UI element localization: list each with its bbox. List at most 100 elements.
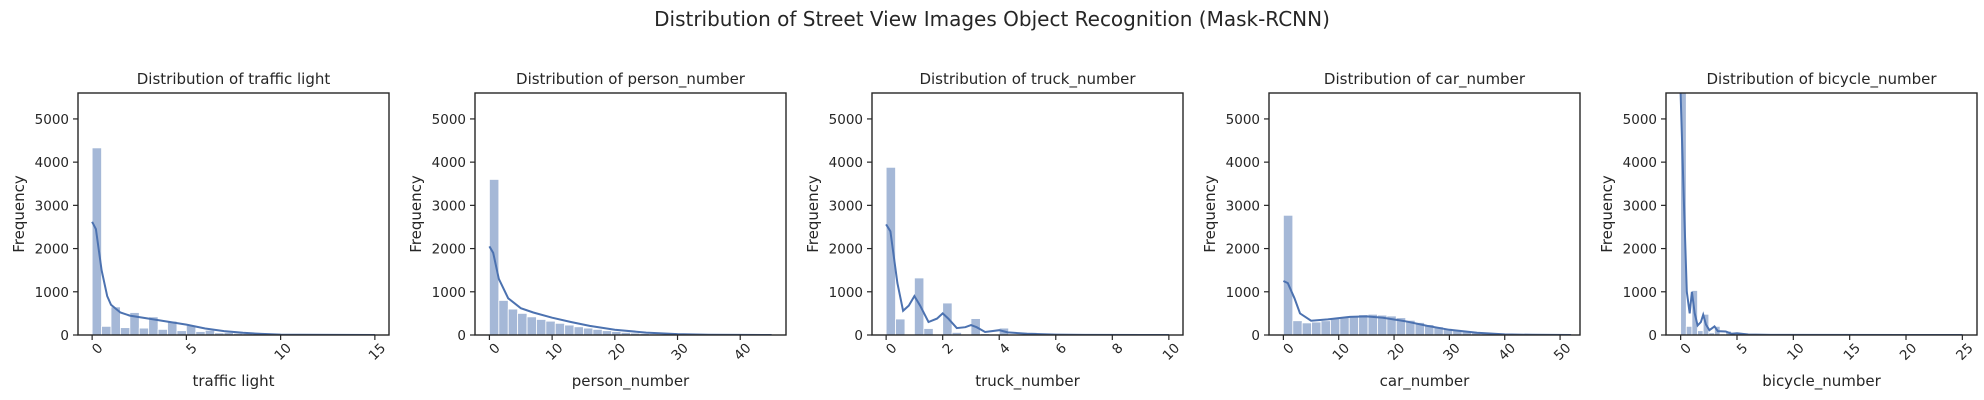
plot-area — [885, 166, 1169, 335]
axes-frame — [77, 92, 390, 336]
kde-line — [885, 223, 1169, 335]
x-tick-label: 30 — [668, 340, 691, 363]
histogram-bar — [895, 318, 906, 335]
x-tick-label: 10 — [1784, 340, 1807, 363]
y-tick-label: 3000 — [432, 198, 466, 214]
histogram-bar — [1282, 214, 1294, 335]
x-tick-label: 25 — [1953, 340, 1976, 363]
axes-frame — [474, 92, 787, 336]
y-tick-label: 2000 — [35, 242, 69, 258]
y-tick-label: 0 — [1251, 328, 1260, 344]
y-axis-label: Frequency — [1201, 175, 1219, 253]
histogram-bar — [914, 277, 925, 335]
y-tick-label: 0 — [457, 328, 466, 344]
axes-frame — [1665, 92, 1978, 336]
x-tick-label: 8 — [1109, 340, 1126, 357]
histogram-bar — [545, 320, 556, 335]
y-tick-label: 3000 — [829, 198, 863, 214]
y-tick-label: 4000 — [1226, 155, 1260, 171]
x-tick-label: 2 — [940, 340, 957, 357]
axes-frame — [871, 92, 1184, 336]
y-tick-label: 4000 — [35, 155, 69, 171]
chart-panel-4: 0 1000 2000 3000 4000 5000 0 10 20 30 40 50 Distribu… — [1201, 70, 1581, 391]
panel-title: Distribution of truck_number — [919, 70, 1136, 89]
x-tick-label: 10 — [271, 340, 294, 363]
x-axis-label: car_number — [1380, 372, 1470, 391]
y-tick-label: 5000 — [829, 112, 863, 128]
histogram-bar — [120, 327, 131, 335]
x-tick-label: 50 — [1551, 340, 1574, 363]
histogram-bar — [564, 324, 575, 335]
y-tick-label: 1000 — [1226, 285, 1260, 301]
y-tick-label: 5000 — [1623, 112, 1657, 128]
y-axis-label: Frequency — [804, 175, 822, 253]
histogram-bar — [1358, 314, 1369, 335]
plot-area — [1282, 214, 1572, 335]
y-axis-label: Frequency — [10, 175, 28, 253]
y-tick-label: 2000 — [1226, 242, 1260, 258]
panel-title: Distribution of person_number — [516, 70, 746, 89]
x-tick-label: 15 — [1840, 340, 1863, 363]
x-axis-label: person_number — [572, 372, 690, 391]
histogram-bar — [1685, 325, 1693, 335]
x-tick-label: 5 — [183, 340, 200, 357]
histogram-bar — [885, 166, 896, 335]
y-tick-label: 3000 — [1623, 198, 1657, 214]
y-tick-label: 1000 — [829, 285, 863, 301]
histogram-bar — [517, 312, 528, 335]
histogram-bar — [1330, 318, 1341, 335]
y-tick-label: 3000 — [35, 198, 69, 214]
histogram-bar — [1301, 322, 1313, 335]
x-tick-label: 0 — [486, 340, 503, 357]
y-tick-label: 1000 — [35, 285, 69, 301]
x-tick-label: 15 — [366, 340, 389, 363]
y-tick-label: 2000 — [1623, 242, 1657, 258]
y-tick-label: 4000 — [1623, 155, 1657, 171]
histogram-bar — [592, 328, 603, 335]
histogram-bar — [1320, 320, 1331, 335]
histogram-bar — [1311, 321, 1322, 335]
x-axis-label: traffic light — [192, 372, 274, 390]
x-tick-label: 40 — [1496, 340, 1519, 363]
histogram-bar — [101, 325, 112, 335]
chart-panel-1: 0 1000 2000 3000 4000 5000 0 5 10 15 Distribution … — [10, 70, 390, 390]
x-tick-label: 20 — [1897, 340, 1920, 363]
histogram-bar — [157, 328, 168, 335]
panel-title: Distribution of bicycle_number — [1706, 70, 1937, 89]
histogram-bar — [536, 319, 547, 335]
x-tick-label: 40 — [731, 340, 754, 363]
figure-title: Distribution of Street View Images Objec… — [654, 7, 1330, 31]
histogram-bar — [507, 308, 519, 335]
y-tick-label: 5000 — [432, 112, 466, 128]
x-tick-label: 6 — [1053, 340, 1070, 357]
x-tick-label: 5 — [1734, 340, 1751, 357]
x-tick-label: 4 — [996, 340, 1013, 357]
kde-line — [1679, 93, 1963, 335]
chart-panel-2: 0 1000 2000 3000 4000 5000 0 10 20 30 40 Distributi… — [407, 70, 787, 391]
x-axis-label: truck_number — [975, 372, 1080, 391]
x-tick-label: 20 — [606, 340, 629, 363]
y-tick-label: 4000 — [432, 155, 466, 171]
x-tick-label: 30 — [1440, 340, 1463, 363]
x-tick-label: 20 — [1385, 340, 1408, 363]
x-tick-label: 0 — [89, 340, 106, 357]
y-tick-label: 0 — [1648, 328, 1657, 344]
histogram-bar — [554, 322, 566, 335]
x-tick-label: 10 — [1160, 340, 1183, 363]
y-tick-label: 4000 — [829, 155, 863, 171]
plot-area — [1679, 93, 1963, 335]
kde-line — [91, 221, 375, 335]
kde-line — [1282, 280, 1572, 335]
y-tick-label: 0 — [60, 328, 69, 344]
x-tick-label: 0 — [883, 340, 900, 357]
histogram-bar — [1348, 315, 1360, 335]
y-tick-label: 1000 — [432, 285, 466, 301]
x-tick-label: 10 — [543, 340, 566, 363]
panel-title: Distribution of traffic light — [137, 70, 331, 88]
y-tick-label: 3000 — [1226, 198, 1260, 214]
histogram-bar — [1339, 316, 1350, 335]
y-tick-label: 5000 — [1226, 112, 1260, 128]
x-tick-label: 0 — [1678, 340, 1695, 357]
axes-frame — [1268, 92, 1581, 336]
histogram-bar — [148, 316, 159, 335]
